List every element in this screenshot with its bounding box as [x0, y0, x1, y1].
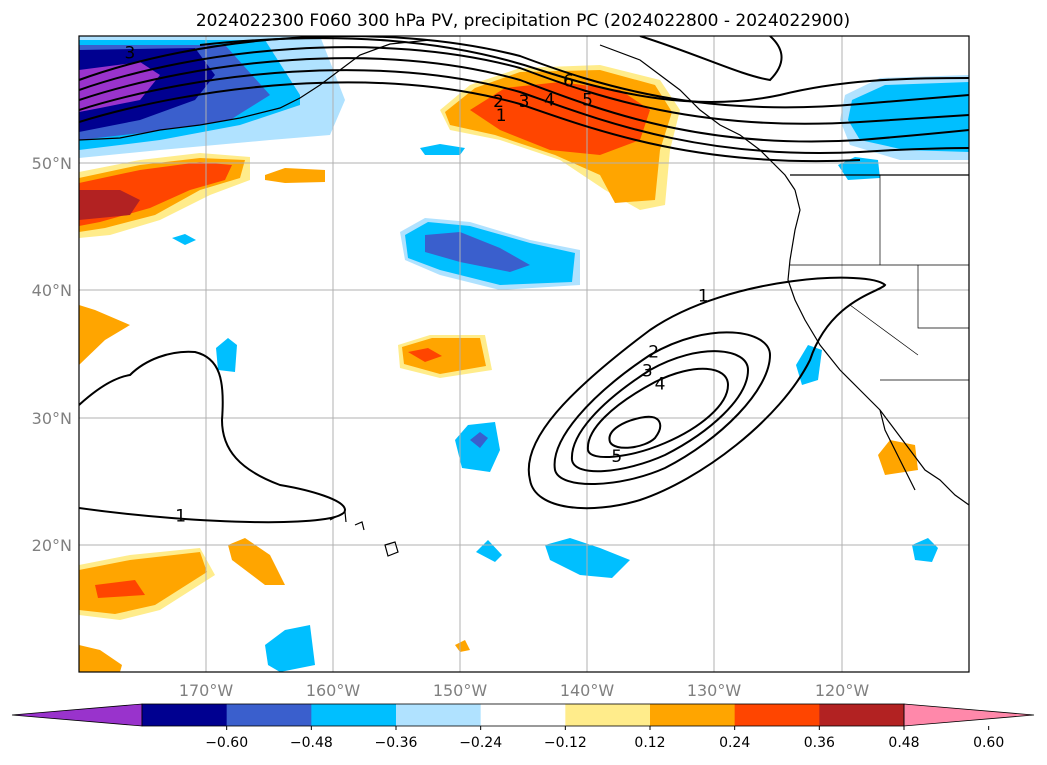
lat-label-20n: 20°N	[32, 536, 72, 555]
pv-contour-north-7	[639, 36, 783, 82]
lon-label-140w: 140°W	[560, 681, 615, 700]
pv-contour-sub-1	[527, 276, 887, 510]
lon-label-170w: 170°W	[179, 681, 234, 700]
colorbar-cell	[396, 704, 482, 726]
colorbar-tick-label: 0.36	[804, 735, 835, 751]
lon-label-150w: 150°W	[433, 681, 488, 700]
pv-contour-north-1	[79, 57, 969, 143]
anomaly-positive-west-37n	[79, 305, 130, 365]
pv-contour-north-3	[79, 81, 861, 163]
lon-label-120w: 120°W	[815, 681, 870, 700]
colorbar-cell	[734, 704, 820, 726]
anomaly-negative-small-51n	[420, 144, 465, 155]
pv-contour-sub-3	[570, 350, 750, 473]
colorbar-tick-label: −0.48	[290, 735, 333, 751]
anomaly-positive-baja	[878, 440, 918, 475]
anomaly-positive-west-darkred	[79, 190, 140, 220]
anomaly-negative-150w-31n	[455, 422, 500, 472]
anomaly-negative-south-160w	[265, 625, 315, 672]
colorbar-frame	[141, 703, 905, 727]
pv-contour-sub-2	[553, 331, 772, 485]
anomaly-positive-sw-red	[95, 580, 145, 598]
pv-contours	[79, 36, 969, 524]
anomaly-negative-168w	[216, 338, 237, 372]
colorbar-cell	[226, 704, 312, 726]
colorbar-tick-label: −0.12	[544, 735, 587, 751]
lat-label-40n: 40°N	[32, 281, 72, 300]
colorbar-extend-high	[903, 703, 1035, 727]
anomaly-negative-150w-dark	[470, 432, 488, 448]
colorbar-tick-label: −0.36	[375, 735, 418, 751]
contour-label: 1	[175, 507, 186, 527]
contour-label: 3	[519, 92, 530, 112]
pv-contour-north-2	[79, 69, 969, 155]
map-frame	[78, 35, 970, 673]
baja-peninsula	[879, 409, 916, 491]
gridlines	[79, 36, 969, 672]
north-america-west-coast	[787, 189, 969, 506]
colorbar-ticks: −0.60 −0.48 −0.36 −0.24 −0.12 0.12 0.24 0.36 0.4…	[205, 726, 1004, 751]
colorbar-tick-label: 0.12	[634, 735, 665, 751]
colorbar-cell	[819, 704, 905, 726]
anomaly-positive-sw-orange	[79, 552, 207, 614]
contour-label: 1	[698, 286, 709, 306]
colorbar-tick-label: −0.24	[459, 735, 502, 751]
pv-contour-north-5	[79, 36, 969, 109]
anomaly-positive-small-48n	[265, 168, 325, 183]
contour-label: 4	[544, 91, 555, 111]
anomaly-positive-150w-red	[408, 348, 442, 362]
anomaly-negative-small-44n	[172, 234, 196, 245]
colorbar-tick-label: 0.24	[719, 735, 750, 751]
state-borders	[790, 175, 969, 381]
anomaly-positive-south-small	[455, 640, 470, 652]
anomaly-positive-150w-orange	[402, 338, 486, 374]
latitude-labels: 50°N 40°N 30°N 20°N	[32, 154, 72, 555]
lon-label-130w: 130°W	[687, 681, 742, 700]
contour-label: 5	[611, 447, 622, 467]
colorbar-cells	[11, 703, 1035, 727]
contour-label: 2	[493, 92, 504, 112]
colorbar-tick-label: −0.60	[205, 735, 248, 751]
colorbar-cell	[650, 704, 736, 726]
colorbar-extend-low	[11, 703, 143, 727]
anomaly-positive-sw-corner	[79, 645, 122, 672]
contour-label: 5	[582, 91, 593, 111]
anomaly-positive-hawaii-north	[228, 538, 285, 585]
anomaly-negative-south-115w	[912, 538, 938, 562]
colorbar-tick-label: 0.48	[888, 735, 919, 751]
longitude-labels: 170°W 160°W 150°W 140°W 130°W 120°W	[179, 681, 870, 700]
colorbar-cell	[142, 704, 228, 726]
colorbar: −0.60 −0.48 −0.36 −0.24 −0.12 0.12 0.24 0.36 0.4…	[11, 703, 1035, 751]
contour-label: 4	[655, 374, 666, 394]
colorbar-tick-label: 0.60	[973, 735, 1004, 751]
lat-label-50n: 50°N	[32, 154, 72, 173]
anomaly-negative-ne-mid	[848, 82, 969, 152]
contour-label: 2	[648, 342, 659, 362]
pv-contour-north-4	[79, 46, 969, 125]
pv-contour-west	[79, 350, 347, 524]
colorbar-cell	[480, 704, 566, 726]
contour-label: 3	[124, 44, 135, 64]
colorbar-cell	[565, 704, 651, 726]
contour-label: 1	[496, 106, 507, 126]
anomaly-negative-central-dark	[425, 232, 530, 272]
pv-contour-north-6	[199, 37, 969, 103]
contour-label: 6	[563, 72, 574, 92]
map-title: 2024022300 F060 300 hPa PV, precipitatio…	[196, 11, 850, 31]
alaska-coast	[79, 39, 431, 141]
contour-label: 3	[642, 362, 653, 382]
colorbar-cell	[311, 704, 397, 726]
lon-label-160w: 160°W	[306, 681, 361, 700]
pv-contour-sub-4	[586, 367, 730, 459]
pv-contour-sub-5	[608, 415, 662, 449]
lat-label-30n: 30°N	[32, 409, 72, 428]
